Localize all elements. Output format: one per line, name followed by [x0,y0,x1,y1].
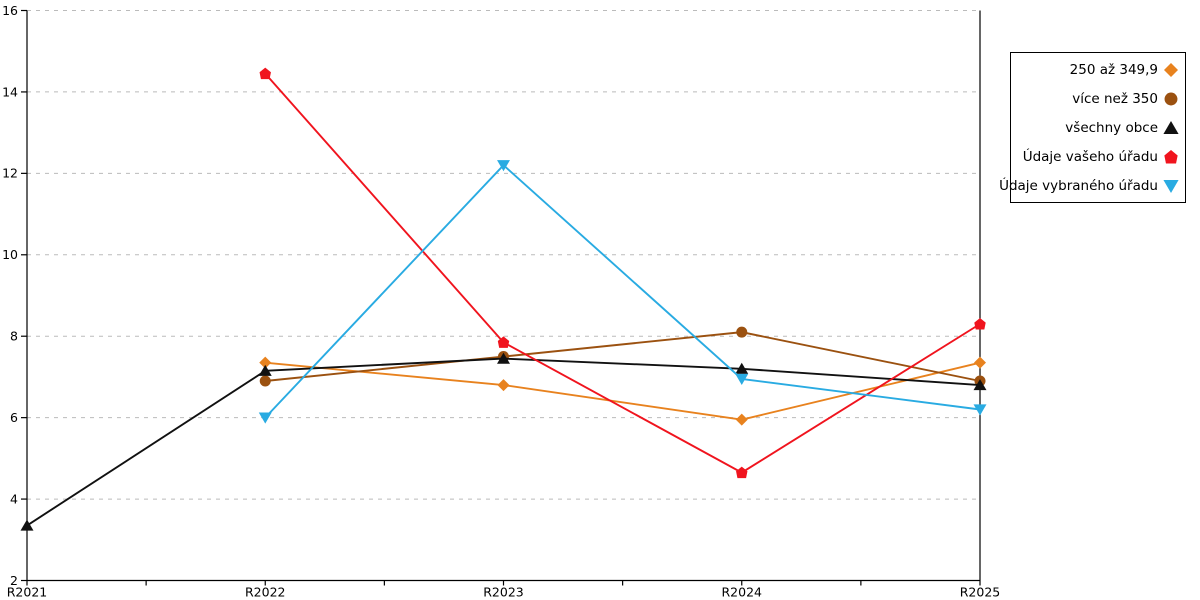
y-tick-label: 2 [10,573,18,588]
data-point-marker [1164,62,1178,77]
data-point-marker [258,412,272,424]
y-tick-label: 10 [2,247,18,262]
data-point-marker [974,318,986,330]
x-tick-label: R2023 [483,585,524,600]
series-0 [259,356,986,426]
data-point-marker [736,326,748,338]
data-point-marker [1164,149,1178,163]
legend-label: Údaje vybraného úřadu [999,177,1158,194]
data-point-marker [258,364,272,376]
legend-item: více než 350 [1011,85,1185,113]
pentagon-legend-icon [1164,149,1178,163]
x-tick-label: R2025 [960,585,1001,600]
y-tick-label: 14 [2,84,18,99]
x-tick-label: R2022 [245,585,286,600]
y-tick-labels: 2 4 6 8 10 12 14 16 [2,3,27,588]
data-point-marker [497,352,510,364]
y-tick-label: 8 [10,329,18,344]
axes [26,10,981,582]
data-point-marker [735,362,749,374]
series-line [265,361,981,421]
data-point-marker [736,466,748,479]
data-point-marker [259,375,271,387]
series-line [264,163,981,419]
series-3 [259,67,986,479]
legend-item: všechny obce [1011,114,1185,142]
y-tick-label: 12 [2,166,18,181]
data-point-marker [735,373,749,385]
data-point-marker [974,356,986,369]
y-tick-label: 6 [10,410,18,425]
x-tick-label: R2024 [722,585,763,600]
data-point-marker [1164,92,1178,105]
circle-legend-icon [1164,92,1178,105]
x-tick-label: R2021 [7,585,48,600]
diamond-legend-icon [1164,62,1178,77]
data-point-marker [497,379,510,392]
data-point-marker [259,67,271,80]
data-point-marker [735,413,748,426]
series-line [265,331,981,382]
legend-item: 250 až 349,9 [1011,56,1185,84]
data-point-marker [497,160,510,172]
data-point-marker [259,356,272,369]
legend-label: 250 až 349,9 [1069,61,1158,78]
data-point-marker [973,404,987,416]
y-tick-label: 16 [2,3,18,18]
data-point-marker [973,379,987,391]
y-tick-label: 4 [10,491,18,506]
data-point-marker [497,336,510,348]
series-4 [258,160,987,424]
legend-label: všechny obce [1065,119,1158,136]
x-tick-labels: R2021 R2022 R2023 R2024 R2025 [7,580,1001,600]
y-gridlines [27,10,980,500]
legend-label: více než 350 [1072,90,1158,107]
data-point-marker [1163,179,1179,193]
legend-label: Údaje vašeho úřadu [1022,148,1158,165]
triangle-down-legend-icon [1163,179,1179,193]
legend-box: 250 až 349,9 více než 350 všechny obce Údaj… [999,52,1186,203]
series-2 [20,352,987,531]
triangle-up-legend-icon [1163,120,1179,134]
legend-item: Údaje vybraného úřadu [999,172,1185,200]
series-line [264,72,981,474]
legend-item: Údaje vašeho úřadu [1011,143,1185,171]
data-point-marker [20,519,34,531]
data-point-marker [1163,120,1179,134]
